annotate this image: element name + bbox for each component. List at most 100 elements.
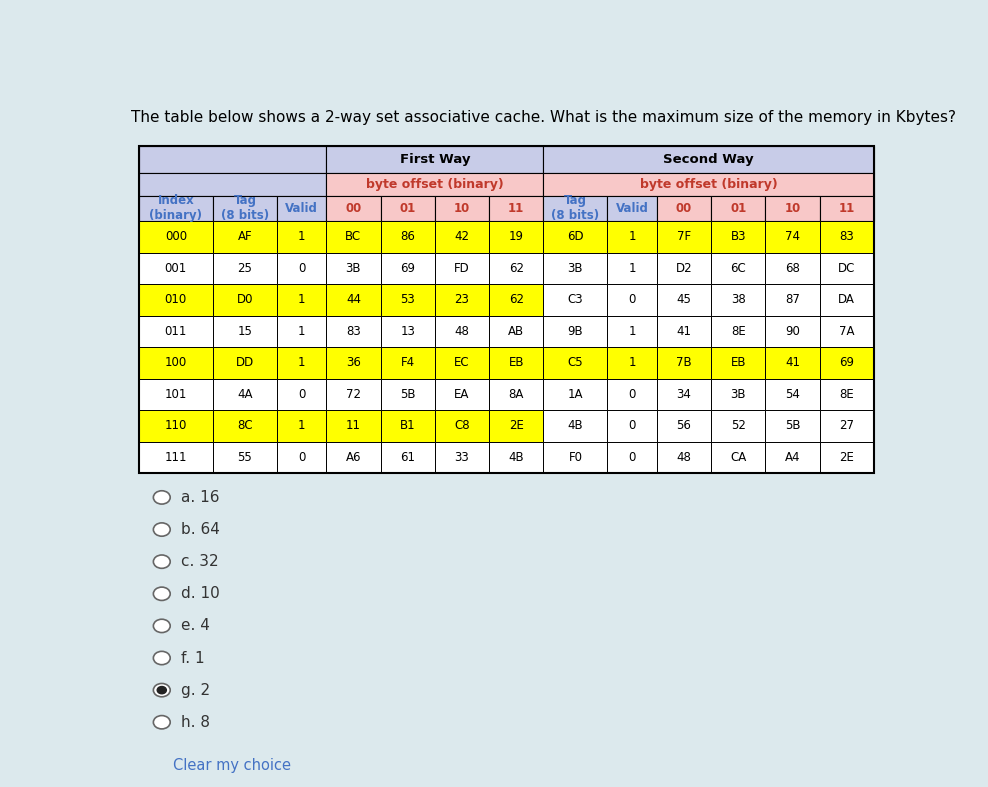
Bar: [608, 221, 657, 253]
Text: 11: 11: [839, 202, 855, 215]
Text: 1: 1: [297, 357, 305, 369]
Bar: [277, 196, 326, 221]
Bar: [277, 316, 326, 347]
Text: 4A: 4A: [237, 388, 253, 401]
Text: 1: 1: [297, 231, 305, 243]
Text: B1: B1: [400, 419, 416, 432]
Bar: [380, 221, 435, 253]
Text: 36: 36: [346, 357, 361, 369]
Bar: [766, 221, 820, 253]
Bar: [489, 347, 543, 379]
Text: 3B: 3B: [568, 262, 583, 275]
Text: F0: F0: [568, 451, 582, 464]
Text: 42: 42: [454, 231, 469, 243]
Bar: [380, 196, 435, 221]
Bar: [277, 379, 326, 410]
Bar: [766, 347, 820, 379]
Bar: [212, 410, 277, 442]
Text: 13: 13: [400, 325, 415, 338]
Bar: [543, 379, 608, 410]
Text: 01: 01: [730, 202, 746, 215]
Bar: [138, 196, 212, 221]
Text: 0: 0: [298, 388, 305, 401]
Text: 10: 10: [453, 202, 470, 215]
Bar: [711, 284, 766, 316]
Bar: [326, 442, 380, 473]
Bar: [435, 284, 489, 316]
Bar: [212, 221, 277, 253]
Bar: [138, 172, 326, 196]
Text: 8E: 8E: [731, 325, 746, 338]
Text: EB: EB: [509, 357, 524, 369]
Bar: [543, 253, 608, 284]
Bar: [766, 253, 820, 284]
Bar: [543, 442, 608, 473]
Text: A4: A4: [784, 451, 800, 464]
Text: 00: 00: [676, 202, 692, 215]
Bar: [657, 410, 711, 442]
Bar: [489, 253, 543, 284]
Text: AF: AF: [237, 231, 252, 243]
Text: 69: 69: [839, 357, 855, 369]
Bar: [608, 379, 657, 410]
Text: 3B: 3B: [346, 262, 362, 275]
Bar: [543, 410, 608, 442]
Text: C8: C8: [454, 419, 469, 432]
Bar: [820, 221, 874, 253]
Text: 101: 101: [165, 388, 187, 401]
Text: 41: 41: [677, 325, 692, 338]
Bar: [435, 410, 489, 442]
Text: C5: C5: [567, 357, 583, 369]
Bar: [657, 347, 711, 379]
Text: 9B: 9B: [567, 325, 583, 338]
Text: 3B: 3B: [730, 388, 746, 401]
Bar: [435, 221, 489, 253]
Bar: [766, 442, 820, 473]
Text: Tag
(8 bits): Tag (8 bits): [221, 194, 269, 223]
Bar: [212, 379, 277, 410]
Bar: [489, 221, 543, 253]
Text: 1A: 1A: [568, 388, 583, 401]
Text: 52: 52: [731, 419, 746, 432]
Text: 19: 19: [509, 231, 524, 243]
Circle shape: [153, 587, 170, 600]
Text: 7B: 7B: [676, 357, 692, 369]
Text: h. 8: h. 8: [181, 715, 209, 730]
Text: EA: EA: [454, 388, 469, 401]
Bar: [543, 146, 874, 172]
Text: 4B: 4B: [567, 419, 583, 432]
Bar: [435, 196, 489, 221]
Text: a. 16: a. 16: [181, 490, 219, 505]
Bar: [820, 347, 874, 379]
Text: 2E: 2E: [509, 419, 524, 432]
Bar: [212, 196, 277, 221]
Text: 10: 10: [784, 202, 800, 215]
Bar: [711, 316, 766, 347]
Text: 110: 110: [165, 419, 187, 432]
Bar: [489, 442, 543, 473]
Circle shape: [153, 491, 170, 504]
Bar: [657, 442, 711, 473]
Text: 4B: 4B: [509, 451, 524, 464]
Text: 000: 000: [165, 231, 187, 243]
Circle shape: [153, 555, 170, 568]
Bar: [138, 410, 212, 442]
Text: Valid: Valid: [286, 202, 318, 215]
Bar: [711, 442, 766, 473]
Bar: [326, 347, 380, 379]
Text: EB: EB: [730, 357, 746, 369]
Text: 011: 011: [165, 325, 187, 338]
Bar: [212, 284, 277, 316]
Bar: [489, 196, 543, 221]
Text: A6: A6: [346, 451, 362, 464]
Text: 27: 27: [839, 419, 855, 432]
Text: Clear my choice: Clear my choice: [173, 758, 291, 773]
Bar: [138, 379, 212, 410]
Bar: [657, 196, 711, 221]
Bar: [380, 379, 435, 410]
Bar: [543, 347, 608, 379]
Bar: [212, 347, 277, 379]
Text: 0: 0: [298, 262, 305, 275]
Bar: [608, 253, 657, 284]
Text: 53: 53: [400, 294, 415, 306]
